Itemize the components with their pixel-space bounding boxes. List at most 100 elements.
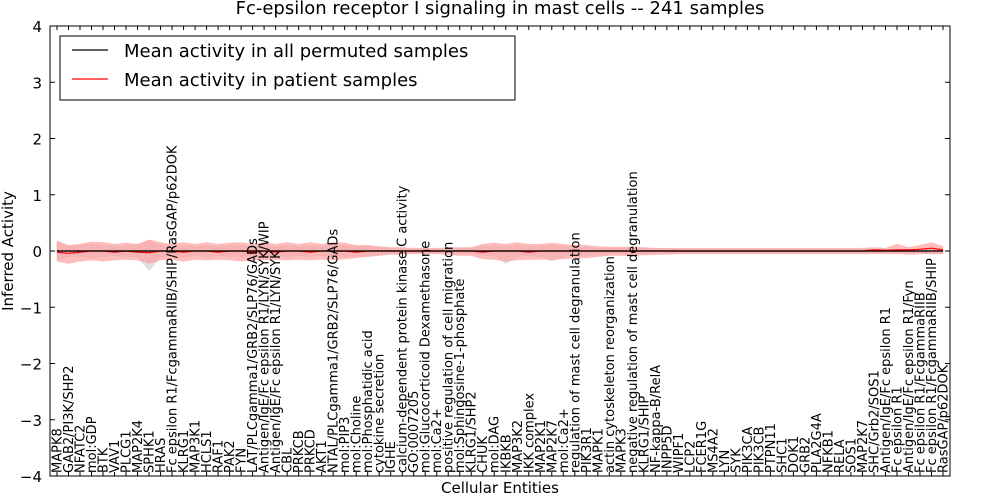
x-tick-label: Antigen/IgE/Fc epsilon R1 bbox=[879, 307, 894, 473]
x-tick-label: MAPK8 bbox=[51, 428, 66, 473]
x-tick-label: Antigen/IgE/Fc epsilon R1/LYN/SYK bbox=[269, 250, 284, 473]
x-tick-label: PIK3CA bbox=[741, 426, 756, 473]
x-tick-label: mol:Glucocorticoid Dexamethasone bbox=[419, 241, 434, 473]
x-tick-label: LYN bbox=[718, 450, 733, 473]
x-axis: MAPK8GAB2/PI3K/SHP2NFATC2mol:GDPBTKVAV1P… bbox=[51, 26, 952, 476]
x-tick-label: HRAS bbox=[154, 438, 169, 473]
x-tick-label: PLA2G4A bbox=[810, 413, 825, 473]
x-tick-label: Fc epsilon R1/FcgammaRIIB/SHIP bbox=[925, 258, 940, 473]
y-tick-label: −3 bbox=[20, 412, 42, 430]
x-tick-label: GRB2 bbox=[798, 437, 813, 473]
x-tick-label: MAP2K1 bbox=[534, 420, 549, 473]
x-tick-label: HCLS1 bbox=[200, 430, 215, 473]
plot-frame bbox=[49, 25, 951, 477]
x-tick-label: SYK bbox=[729, 448, 744, 473]
x-tick-label: VAV1 bbox=[108, 440, 123, 473]
x-tick-label: SHC/Grb2/SOS1 bbox=[868, 370, 883, 473]
x-tick-label: BTK bbox=[97, 447, 112, 473]
x-tick-label: MAPK3 bbox=[614, 428, 629, 473]
x-tick-label: mol:Sphingosine-1-phosphate bbox=[453, 279, 468, 473]
legend: Mean activity in all permuted samples Me… bbox=[59, 35, 516, 101]
x-tick-label: CHUK bbox=[476, 436, 491, 473]
x-tick-label: KLRG1/SHP2 bbox=[465, 391, 480, 473]
x-tick-label: RELA bbox=[833, 439, 848, 473]
x-tick-label: IGHE bbox=[384, 441, 399, 473]
x-tick-label: CBL bbox=[281, 447, 296, 473]
x-tick-label: PIK3R1 bbox=[580, 427, 595, 473]
series-lines bbox=[56, 247, 944, 254]
x-tick-label: KLRG1 bbox=[177, 430, 192, 473]
x-tick-label: IKK complex bbox=[522, 393, 537, 473]
x-tick-label: LCP2 bbox=[683, 441, 698, 473]
x-tick-label: NTAL/PLCgamma1/GRB2/SLP76/GADs bbox=[327, 229, 342, 473]
x-tick-label: regulation of mast cell degranulation bbox=[568, 232, 583, 473]
x-tick-label: MAPK1 bbox=[591, 428, 606, 473]
x-tick-label: actin cytoskeleton reorganization bbox=[603, 256, 618, 473]
y-tick-label: 2 bbox=[32, 131, 42, 149]
y-tick-label: 4 bbox=[32, 18, 42, 36]
x-tick-label: PRKCD bbox=[304, 429, 319, 473]
y-tick-label: 1 bbox=[32, 187, 42, 205]
legend-box bbox=[59, 35, 516, 101]
x-tick-label: cytokine secretion bbox=[373, 354, 388, 473]
x-tick-label: MAP2K7 bbox=[856, 420, 871, 473]
x-tick-label: RasGAP/p62DOK bbox=[937, 364, 952, 473]
x-tick-label: MAP3K1 bbox=[189, 420, 204, 473]
x-axis-label: Cellular Entities bbox=[441, 479, 559, 497]
x-tick-label: SPHK1 bbox=[143, 430, 158, 473]
x-tick-label: IKBKB bbox=[499, 434, 514, 473]
x-tick-label: PTPN11 bbox=[764, 423, 779, 473]
x-tick-label: NFATC2 bbox=[74, 425, 89, 473]
x-tick-label: SOS1 bbox=[844, 438, 859, 473]
x-tick-label: MS4A2 bbox=[706, 428, 721, 473]
x-tick-label: MAP2K4 bbox=[131, 420, 146, 473]
y-axis: −4 −3 −2 −1 0 1 2 3 4 bbox=[20, 18, 950, 486]
y-tick-label: 3 bbox=[32, 74, 42, 92]
x-tick-label: FCER1G bbox=[695, 421, 710, 473]
legend-label-all: Mean activity in all permuted samples bbox=[124, 41, 468, 62]
x-tick-label: Antigen/IgE/Fc epsilon R1/LYN/SYK/WIP bbox=[258, 221, 273, 473]
y-tick-label: 0 bbox=[32, 243, 42, 261]
x-tick-label: Antigen/IgE/Fc epsilon R1/Fyn bbox=[902, 280, 917, 473]
y-axis-label: Inferred Activity bbox=[0, 191, 17, 311]
x-tick-label: mol:PIP3 bbox=[338, 417, 353, 473]
x-tick-label: LAT/PLCgamma1/GRB2/SLP76/GADs bbox=[246, 238, 261, 473]
x-tick-label: NF-kappa-B/RelA bbox=[649, 365, 664, 473]
x-tick-label: mol:Phosphatidic acid bbox=[361, 330, 376, 473]
x-tick-label: NFKB1 bbox=[821, 430, 836, 473]
x-tick-label: PLCG1 bbox=[120, 430, 135, 473]
x-tick-label: DOK1 bbox=[787, 436, 802, 473]
x-tick-label: PAK2 bbox=[223, 440, 238, 473]
x-tick-label: GAB2/PI3K/SHP2 bbox=[62, 365, 77, 473]
x-tick-label: FYN bbox=[235, 448, 250, 473]
y-tick-label: −1 bbox=[20, 299, 42, 317]
x-tick-label: mol:Ca2+ bbox=[557, 408, 572, 473]
x-tick-label: mol:DAG bbox=[488, 416, 503, 473]
x-tick-label: AKT1 bbox=[315, 440, 330, 473]
x-tick-label: negative regulation of mast cell degranu… bbox=[626, 171, 641, 473]
x-tick-label: MAP2K7 bbox=[545, 420, 560, 473]
x-tick-label: mol:GDP bbox=[85, 416, 100, 473]
chart-title: Fc-epsilon receptor I signaling in mast … bbox=[236, 0, 765, 19]
x-tick-label: calcium-dependent protein kinase C activ… bbox=[396, 185, 411, 473]
x-tick-label: PIK3CB bbox=[752, 427, 767, 473]
x-tick-label: Fc epsilon R1/FcgammaRIIB bbox=[914, 292, 929, 473]
x-tick-label: RAF1 bbox=[212, 440, 227, 473]
x-tick-label: SHC1 bbox=[775, 438, 790, 473]
x-tick-label: MAP3K2 bbox=[511, 420, 526, 473]
x-tick-label: positive regulation of cell migration bbox=[442, 242, 457, 473]
x-tick-label: KLRG1/SHIP bbox=[637, 396, 652, 473]
x-tick-label: Fc epsilon R1/FcgammaRIIB/SHIP/RasGAP/p6… bbox=[166, 145, 181, 473]
x-tick-label: mol:Ca2+ bbox=[430, 408, 445, 473]
x-tick-label: Fc epsilon R1 bbox=[891, 386, 906, 473]
x-tick-label: PRKCB bbox=[292, 430, 307, 473]
x-tick-label: GO:0007205 bbox=[407, 391, 422, 473]
x-tick-label: INPP5D bbox=[660, 425, 675, 473]
y-tick-label: −4 bbox=[20, 468, 42, 486]
legend-label-patient: Mean activity in patient samples bbox=[124, 70, 418, 91]
x-tick-label: WIPF1 bbox=[672, 433, 687, 473]
confidence-bands bbox=[56, 239, 944, 272]
x-tick-label: mol:Choline bbox=[350, 396, 365, 473]
y-tick-label: −2 bbox=[20, 356, 42, 374]
